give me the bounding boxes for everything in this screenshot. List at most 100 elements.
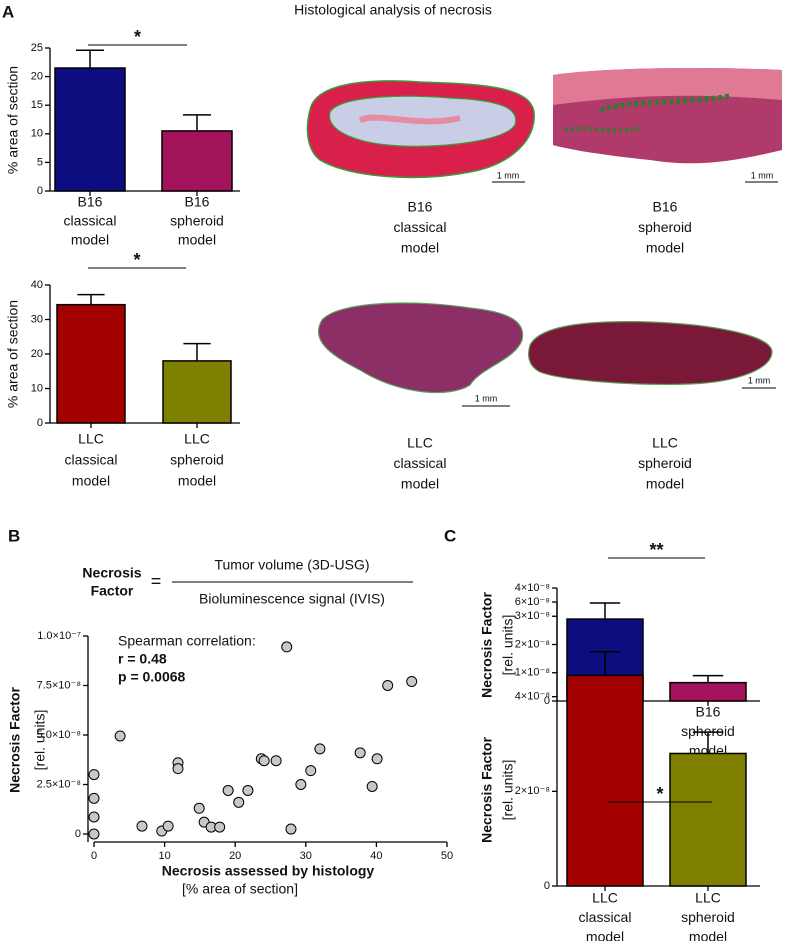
point — [88, 792, 100, 804]
y-tick-label: 3×10⁻⁸ — [515, 610, 550, 622]
x-tick-label: 20 — [229, 850, 241, 862]
point — [295, 779, 307, 790]
image-caption: B16 — [653, 199, 678, 215]
significance-label: ** — [649, 540, 663, 560]
point — [136, 820, 148, 832]
x-axis-label: [% area of section] — [182, 881, 298, 897]
x-tick-label: 40 — [370, 850, 382, 862]
micrograph — [306, 80, 535, 179]
micrograph — [528, 321, 773, 385]
bar — [669, 681, 747, 702]
point — [88, 769, 100, 781]
x-tick-label: model — [586, 929, 624, 941]
scale-bar — [462, 181, 778, 407]
point — [162, 820, 174, 832]
point — [242, 784, 254, 796]
scale-label: 1 mm — [748, 375, 771, 385]
image-caption: B16 — [408, 199, 433, 215]
image-caption: model — [401, 476, 439, 492]
x-tick-label: classical — [65, 452, 118, 468]
image-caption: classical — [394, 455, 447, 471]
y-tick-label: 1×10⁻⁸ — [515, 667, 550, 679]
point — [193, 802, 205, 814]
y-tick-label: 5 — [37, 156, 43, 168]
point — [270, 755, 282, 767]
point — [285, 823, 297, 835]
point — [214, 821, 226, 833]
scale-label: 1 mm — [497, 170, 520, 180]
point — [371, 753, 383, 765]
x-tick-label: model — [178, 473, 216, 489]
y-tick-label: 1.0×10⁻⁷ — [37, 630, 81, 642]
significance-label: * — [134, 27, 141, 47]
bar — [669, 752, 747, 887]
y-tick-label: 2×10⁻⁸ — [515, 638, 550, 650]
y-tick-label: 15 — [31, 99, 43, 111]
point — [366, 780, 378, 792]
x-tick-label: B16 — [78, 194, 103, 210]
point — [222, 784, 234, 796]
point — [314, 743, 326, 755]
point — [382, 680, 394, 691]
x-tick-label: model — [71, 232, 109, 248]
y-tick-label: 4×10⁻⁸ — [515, 691, 550, 703]
x-tick-label: 0 — [91, 850, 97, 862]
x-tick-label: model — [689, 929, 727, 941]
x-tick-label: LLC — [184, 431, 210, 447]
bar — [566, 674, 644, 887]
y-tick-label: 7.5×10⁻⁸ — [37, 679, 81, 691]
point — [305, 765, 317, 777]
point — [233, 796, 245, 808]
x-tick-label: 50 — [441, 850, 453, 862]
x-tick-label: spheroid — [681, 723, 735, 739]
y-tick-label: 20 — [31, 71, 43, 83]
y-axis-label: [rel. units] — [500, 760, 516, 821]
y-tick-label: 2.5×10⁻⁸ — [37, 778, 81, 790]
bar — [162, 360, 232, 424]
point — [258, 755, 270, 767]
y-tick-label: 10 — [31, 128, 43, 140]
x-tick-label: LLC — [592, 890, 618, 906]
x-tick-label: spheroid — [170, 452, 224, 468]
point — [88, 811, 100, 823]
point — [114, 730, 126, 742]
micrograph — [317, 302, 524, 394]
y-tick-label: 0 — [75, 828, 81, 840]
y-tick-label: 30 — [31, 313, 43, 325]
y-axis-label: % area of section — [5, 300, 21, 408]
image-caption: model — [401, 240, 439, 256]
y-axis-label: % area of section — [5, 66, 21, 174]
scale-label: 1 mm — [475, 393, 498, 403]
point — [172, 763, 184, 775]
y-tick-label: 40 — [31, 279, 43, 291]
x-tick-label: 10 — [158, 850, 170, 862]
x-axis-label: Necrosis assessed by histology — [162, 863, 375, 879]
significance-label: * — [133, 250, 140, 270]
y-tick-label: 20 — [31, 348, 43, 360]
x-tick-label: spheroid — [681, 909, 735, 925]
image-caption: LLC — [407, 435, 433, 451]
image-caption: LLC — [652, 435, 678, 451]
formula-lhs: Factor — [91, 583, 134, 599]
image-caption: classical — [394, 219, 447, 235]
y-tick-label: 6×10⁻⁸ — [515, 596, 550, 608]
y-tick-label: 2×10⁻⁸ — [515, 785, 550, 797]
x-tick-label: B16 — [185, 194, 210, 210]
y-tick-label: 0 — [544, 880, 550, 892]
x-tick-label: classical — [64, 213, 117, 229]
y-tick-label: 4×10⁻⁸ — [515, 582, 550, 594]
formula-lhs: Necrosis — [82, 565, 141, 581]
y-tick-label: 5.0×10⁻⁸ — [37, 729, 81, 741]
image-caption: model — [646, 476, 684, 492]
annotation: Spearman correlation: — [118, 633, 256, 649]
x-tick-label: model — [72, 473, 110, 489]
image-caption: spheroid — [638, 219, 692, 235]
y-tick-label: 0 — [544, 695, 550, 707]
annotation: p = 0.0068 — [118, 669, 186, 685]
y-axis-label: [rel. units] — [500, 615, 516, 676]
panel-label: C — [444, 526, 456, 545]
image-caption: spheroid — [638, 455, 692, 471]
point — [406, 676, 418, 688]
point — [88, 828, 100, 840]
